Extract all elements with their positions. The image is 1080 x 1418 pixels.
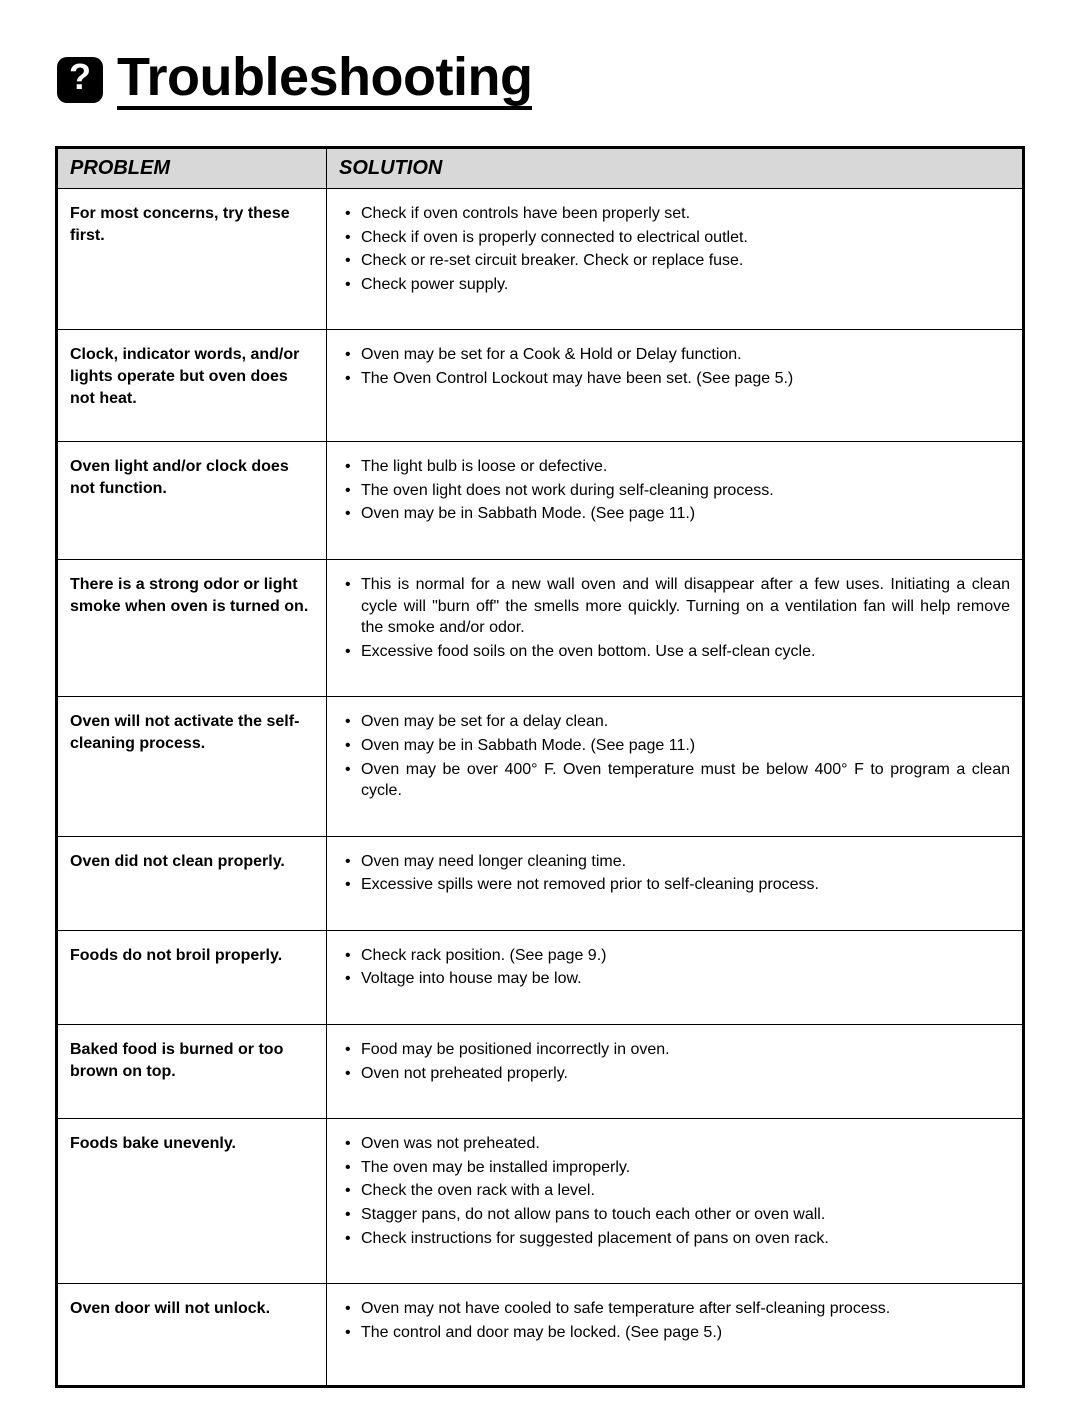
problem-cell: For most concerns, try these first.: [57, 189, 327, 330]
solution-cell: Oven was not preheated.The oven may be i…: [327, 1119, 1024, 1284]
solution-cell: This is normal for a new wall oven and w…: [327, 559, 1024, 696]
solution-item: Voltage into house may be low.: [361, 968, 1010, 990]
solution-list: Check if oven controls have been properl…: [339, 203, 1010, 295]
solution-item: Check power supply.: [361, 274, 1010, 296]
table-header-row: PROBLEM SOLUTION: [57, 148, 1024, 189]
problem-cell: Oven did not clean properly.: [57, 836, 327, 930]
title-row: ? Troubleshooting: [55, 50, 1025, 110]
solution-item: The Oven Control Lockout may have been s…: [361, 368, 1010, 390]
solution-item: This is normal for a new wall oven and w…: [361, 574, 1010, 639]
solution-list: Oven may be set for a Cook & Hold or Del…: [339, 344, 1010, 389]
solution-item: Oven may be set for a delay clean.: [361, 711, 1010, 733]
problem-cell: Foods bake unevenly.: [57, 1119, 327, 1284]
page: ? Troubleshooting PROBLEM SOLUTION For m…: [0, 0, 1080, 1418]
solution-item: The light bulb is loose or defective.: [361, 456, 1010, 478]
solution-item: Check rack position. (See page 9.): [361, 945, 1010, 967]
solution-cell: The light bulb is loose or defective.The…: [327, 442, 1024, 560]
solution-list: This is normal for a new wall oven and w…: [339, 574, 1010, 662]
help-icon: ?: [55, 55, 105, 105]
solution-item: Oven may be in Sabbath Mode. (See page 1…: [361, 503, 1010, 525]
troubleshooting-table: PROBLEM SOLUTION For most concerns, try …: [55, 146, 1025, 1388]
table-row: Baked food is burned or too brown on top…: [57, 1025, 1024, 1119]
solution-item: Oven may be in Sabbath Mode. (See page 1…: [361, 735, 1010, 757]
solution-list: Oven may not have cooled to safe tempera…: [339, 1298, 1010, 1343]
solution-cell: Oven may not have cooled to safe tempera…: [327, 1284, 1024, 1387]
solution-item: Check if oven controls have been properl…: [361, 203, 1010, 225]
solution-item: Check if oven is properly connected to e…: [361, 227, 1010, 249]
solution-item: Excessive spills were not removed prior …: [361, 874, 1010, 896]
page-title: Troubleshooting: [117, 50, 532, 110]
solution-item: Oven was not preheated.: [361, 1133, 1010, 1155]
solution-item: Oven may be set for a Cook & Hold or Del…: [361, 344, 1010, 366]
solution-item: Oven may be over 400° F. Oven temperatur…: [361, 759, 1010, 802]
table-row: Clock, indicator words, and/or lights op…: [57, 330, 1024, 442]
solution-cell: Check rack position. (See page 9.)Voltag…: [327, 930, 1024, 1024]
table-row: Oven will not activate the self-cleaning…: [57, 697, 1024, 836]
solution-list: Food may be positioned incorrectly in ov…: [339, 1039, 1010, 1084]
solution-item: Food may be positioned incorrectly in ov…: [361, 1039, 1010, 1061]
solution-cell: Food may be positioned incorrectly in ov…: [327, 1025, 1024, 1119]
solution-item: Excessive food soils on the oven bottom.…: [361, 641, 1010, 663]
solution-item: Check the oven rack with a level.: [361, 1180, 1010, 1202]
solution-list: The light bulb is loose or defective.The…: [339, 456, 1010, 525]
table-row: For most concerns, try these first. Check…: [57, 189, 1024, 330]
problem-cell: Oven door will not unlock.: [57, 1284, 327, 1387]
solution-item: Check or re-set circuit breaker. Check o…: [361, 250, 1010, 272]
problem-cell: Foods do not broil properly.: [57, 930, 327, 1024]
solution-item: Oven may not have cooled to safe tempera…: [361, 1298, 1010, 1320]
table-row: Foods bake unevenly.Oven was not preheat…: [57, 1119, 1024, 1284]
problem-cell: There is a strong odor or light smoke wh…: [57, 559, 327, 696]
solution-list: Oven may need longer cleaning time.Exces…: [339, 851, 1010, 896]
table-row: Oven door will not unlock. Oven may not h…: [57, 1284, 1024, 1387]
table-row: There is a strong odor or light smoke wh…: [57, 559, 1024, 696]
problem-cell: Baked food is burned or too brown on top…: [57, 1025, 327, 1119]
table-row: Oven did not clean properly. Oven may nee…: [57, 836, 1024, 930]
solution-list: Oven was not preheated.The oven may be i…: [339, 1133, 1010, 1249]
svg-text:?: ?: [69, 56, 91, 97]
solution-item: Stagger pans, do not allow pans to touch…: [361, 1204, 1010, 1226]
solution-item: Oven may need longer cleaning time.: [361, 851, 1010, 873]
solution-item: Oven not preheated properly.: [361, 1063, 1010, 1085]
table-row: Oven light and/or clock does not functio…: [57, 442, 1024, 560]
table-row: Foods do not broil properly. Check rack p…: [57, 930, 1024, 1024]
solution-list: Oven may be set for a delay clean.Oven m…: [339, 711, 1010, 801]
column-header-problem: PROBLEM: [57, 148, 327, 189]
solution-item: Check instructions for suggested placeme…: [361, 1228, 1010, 1250]
problem-cell: Oven will not activate the self-cleaning…: [57, 697, 327, 836]
solution-cell: Check if oven controls have been properl…: [327, 189, 1024, 330]
column-header-solution: SOLUTION: [327, 148, 1024, 189]
solution-list: Check rack position. (See page 9.)Voltag…: [339, 945, 1010, 990]
problem-cell: Clock, indicator words, and/or lights op…: [57, 330, 327, 442]
solution-cell: Oven may be set for a delay clean.Oven m…: [327, 697, 1024, 836]
solution-item: The oven light does not work during self…: [361, 480, 1010, 502]
problem-cell: Oven light and/or clock does not functio…: [57, 442, 327, 560]
solution-cell: Oven may be set for a Cook & Hold or Del…: [327, 330, 1024, 442]
solution-item: The oven may be installed improperly.: [361, 1157, 1010, 1179]
solution-item: The control and door may be locked. (See…: [361, 1322, 1010, 1344]
solution-cell: Oven may need longer cleaning time.Exces…: [327, 836, 1024, 930]
